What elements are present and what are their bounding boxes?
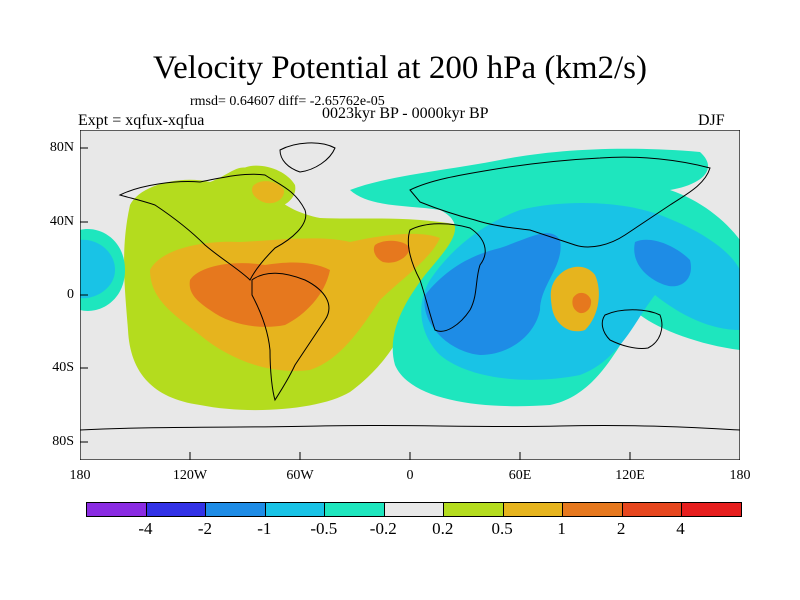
colorbar-label: 2 bbox=[616, 519, 626, 538]
season-label: DJF bbox=[698, 112, 725, 129]
coastlines bbox=[80, 142, 740, 431]
y-tick-40n: 40N bbox=[49, 214, 74, 229]
colorbar-segment bbox=[265, 503, 326, 516]
contour-1-indian bbox=[424, 233, 561, 355]
plot-title: Velocity Potential at 200 hPa (km2/s) bbox=[152, 50, 648, 86]
contour-1-brazil bbox=[189, 262, 330, 327]
colorbar-label: -2 bbox=[197, 519, 212, 538]
colorbar-segment bbox=[563, 503, 623, 516]
y-tick-80s: 80S bbox=[52, 434, 74, 449]
contour-05-canada bbox=[252, 181, 285, 204]
contour-1-atlantic bbox=[373, 240, 410, 263]
colorbar-segment bbox=[384, 503, 445, 516]
colorbar-label: -0.5 bbox=[310, 519, 338, 538]
coastline-eurasia bbox=[409, 156, 711, 248]
x-tick-180w: 180 bbox=[69, 468, 91, 483]
colorbar bbox=[86, 502, 742, 517]
colorbar-label: 0.2 bbox=[432, 519, 454, 538]
coastline-australia bbox=[601, 309, 663, 349]
x-tick-120e: 120E bbox=[615, 468, 645, 483]
y-tick-40s: 40S bbox=[52, 360, 74, 375]
x-tick-0: 0 bbox=[406, 468, 414, 483]
colorbar-label: -4 bbox=[138, 519, 153, 538]
x-tick-60w: 60W bbox=[286, 468, 314, 483]
contour-1-maritime bbox=[634, 239, 691, 287]
colorbar-segment bbox=[444, 503, 504, 516]
contour-05-pacific-edge bbox=[80, 239, 115, 299]
colorbar-label: -1 bbox=[257, 519, 272, 538]
contour-1-indonesia bbox=[572, 292, 592, 314]
axis-ticks bbox=[80, 147, 631, 460]
coastline-africa bbox=[407, 223, 486, 332]
colorbar-label: 4 bbox=[676, 519, 685, 538]
x-tick-120w: 120W bbox=[172, 468, 208, 483]
colorbar-label: -0.2 bbox=[369, 519, 397, 538]
coastline-north-america bbox=[118, 173, 307, 281]
colorbar-segment bbox=[206, 503, 266, 516]
coastline-south-america bbox=[251, 272, 330, 402]
colorbar-segment bbox=[87, 503, 147, 516]
colorbar-segment bbox=[622, 503, 683, 516]
y-tick-80n: 80N bbox=[49, 140, 74, 155]
colorbar-segment bbox=[325, 503, 385, 516]
colorbar-segment bbox=[682, 503, 742, 516]
colorbar-segment bbox=[146, 503, 207, 516]
x-tick-60e: 60E bbox=[508, 468, 532, 483]
rmsd-label: rmsd= 0.64607 diff= -2.65762e-05 bbox=[190, 94, 385, 109]
experiment-label: Expt = xqfux-xqfua bbox=[78, 112, 205, 129]
colorbar-segment bbox=[503, 503, 564, 516]
velocity-potential-map bbox=[80, 130, 740, 460]
coastline-antarctica bbox=[80, 424, 740, 431]
period-label: 0023kyr BP - 0000kyr BP bbox=[322, 105, 489, 122]
colorbar-label: 1 bbox=[557, 519, 566, 538]
coastline-greenland bbox=[279, 142, 336, 173]
x-tick-180e: 180 bbox=[729, 468, 751, 483]
colorbar-label: 0.5 bbox=[491, 519, 513, 538]
y-tick-0: 0 bbox=[67, 287, 74, 302]
